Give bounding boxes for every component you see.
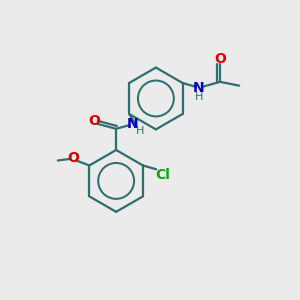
Text: O: O <box>214 52 226 67</box>
Text: H: H <box>195 92 203 102</box>
Text: H: H <box>136 126 144 136</box>
Text: N: N <box>127 117 138 131</box>
Text: O: O <box>88 114 100 128</box>
Text: N: N <box>193 81 205 95</box>
Text: O: O <box>67 151 79 164</box>
Text: Cl: Cl <box>155 168 170 182</box>
